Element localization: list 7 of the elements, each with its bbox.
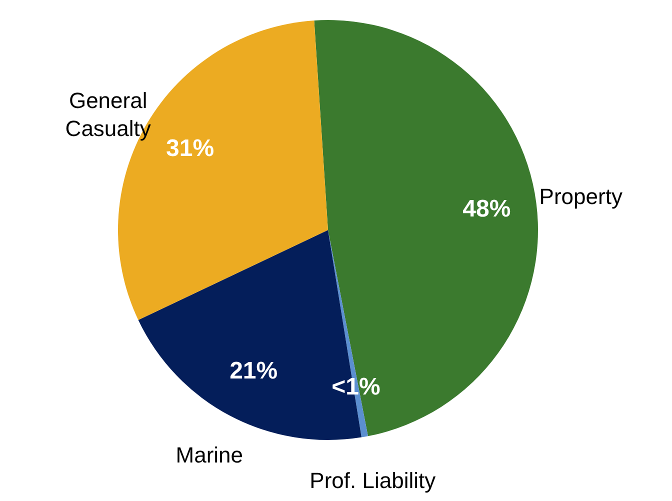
data-label: 31% [166, 134, 214, 162]
slice-label: Prof. Liability [310, 468, 436, 494]
data-label: 48% [462, 195, 511, 222]
pie-slice [314, 20, 538, 436]
data-label: 21% [230, 358, 278, 385]
slice-label: Marine [176, 442, 244, 468]
slice-label: Property [539, 184, 622, 210]
